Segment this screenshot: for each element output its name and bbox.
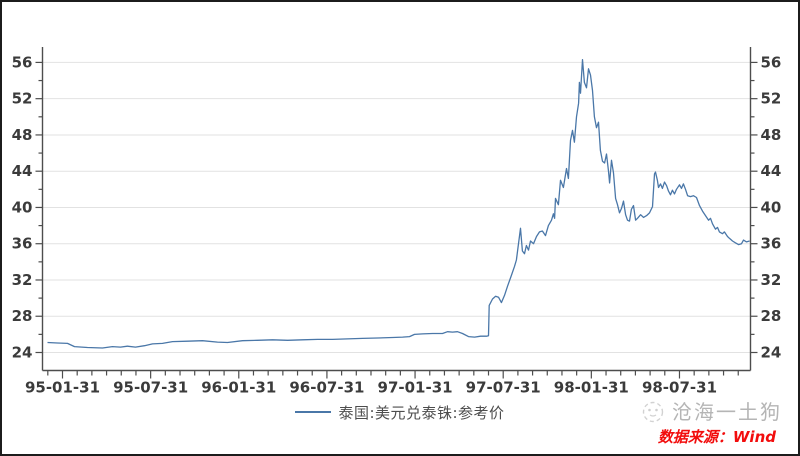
y-tick-label-right: 52 [761, 90, 782, 108]
x-tick-label: 96-01-31 [201, 379, 276, 397]
x-tick-label: 95-07-31 [113, 379, 188, 397]
y-tick-label-left: 52 [12, 90, 33, 108]
y-tick-label-left: 36 [12, 235, 33, 253]
dog-doodle-icon [642, 401, 664, 422]
y-tick-label-right: 40 [761, 198, 782, 216]
y-tick-label-left: 44 [12, 162, 33, 180]
x-tick-label: 95-01-31 [25, 379, 100, 397]
y-tick-label-left: 24 [12, 344, 33, 362]
y-tick-label-right: 32 [761, 271, 782, 289]
x-tick-label: 98-07-31 [642, 379, 717, 397]
y-tick-label-right: 56 [761, 53, 782, 71]
y-tick-label-right: 36 [761, 235, 782, 253]
x-tick-label: 98-01-31 [554, 379, 629, 397]
y-tick-label-left: 40 [12, 198, 33, 216]
watermark-text: 沧海一土狗 [672, 400, 782, 424]
watermark: 沧海一土狗 [640, 396, 782, 425]
y-tick-label-right: 28 [761, 307, 782, 325]
y-tick-label-right: 24 [761, 344, 782, 362]
y-tick-label-left: 32 [12, 271, 33, 289]
y-tick-label-left: 56 [12, 53, 33, 71]
data-source-label: 数据来源：Wind [657, 428, 776, 446]
y-tick-label-right: 48 [761, 126, 782, 144]
series-polyline [47, 59, 750, 349]
x-tick-label: 97-07-31 [466, 379, 541, 397]
y-tick-label-right: 44 [761, 162, 782, 180]
x-tick-label: 97-01-31 [378, 379, 453, 397]
y-tick-label-left: 48 [12, 126, 33, 144]
x-tick-label: 96-07-31 [289, 379, 364, 397]
y-tick-label-left: 28 [12, 307, 33, 325]
